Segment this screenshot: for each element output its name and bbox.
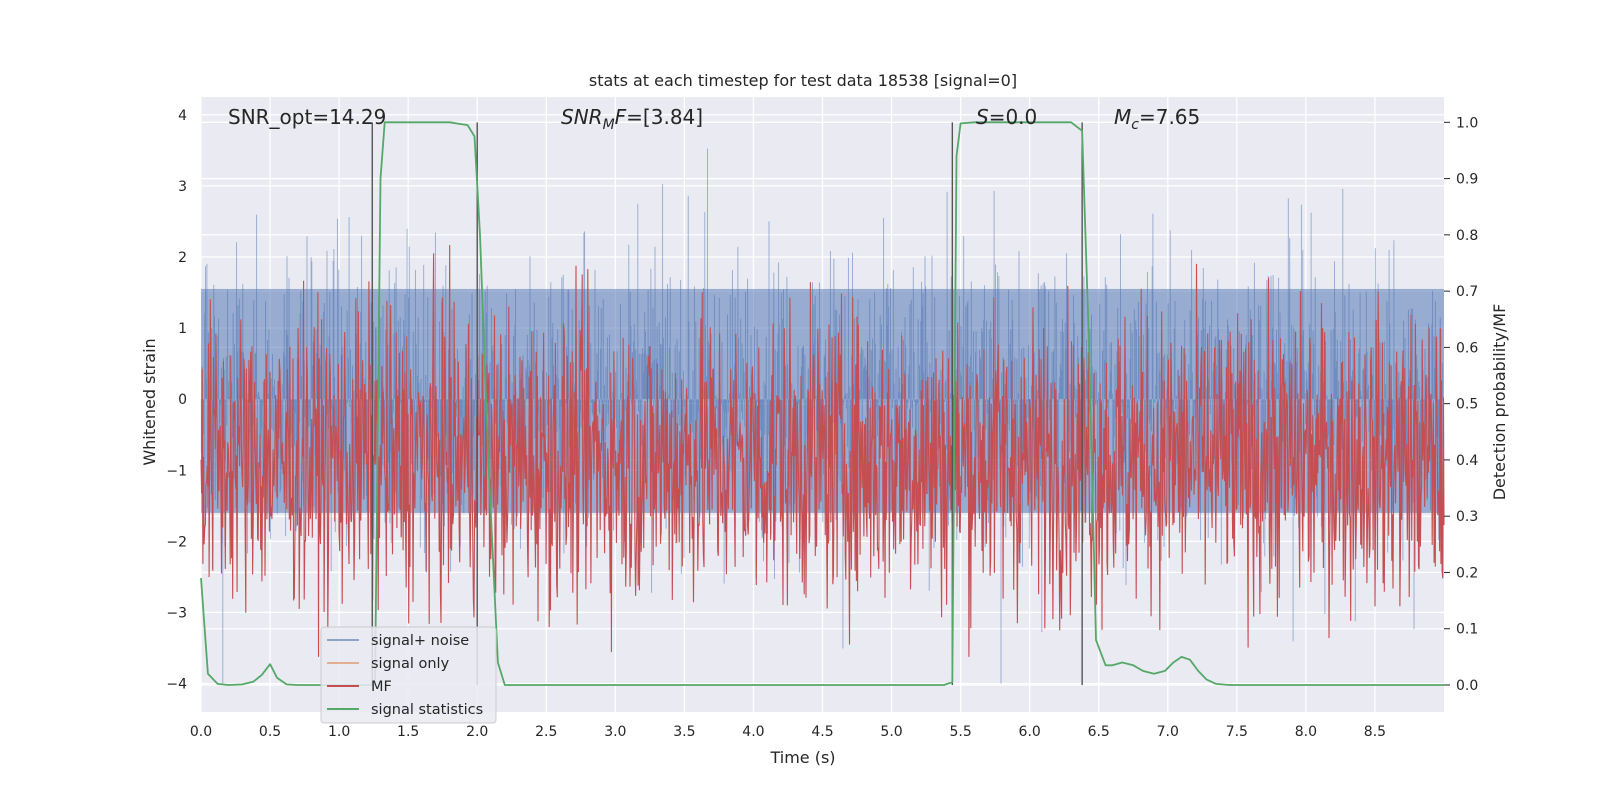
y-right-tick-label: 0.7 [1456,284,1478,300]
x-tick-label: 4.0 [742,724,764,740]
x-tick-label: 5.5 [949,724,971,740]
y-right-tick-label: 0.1 [1456,622,1478,638]
x-tick-label: 7.5 [1226,724,1248,740]
x-tick-label: 0.5 [259,724,281,740]
annotation-snr-mf: SNRMF=[3.84] [561,105,703,133]
legend-label-signal-statistics: signal statistics [371,702,483,718]
legend: signal+ noise signal only MF signal stat… [320,626,497,724]
x-tick-label: 3.5 [673,724,695,740]
x-tick-label: 6.5 [1088,724,1110,740]
x-tick-label: 6.0 [1019,724,1041,740]
legend-label-signal-only: signal only [371,656,450,672]
legend-label-signal-noise: signal+ noise [371,633,469,649]
x-tick-label: 3.0 [604,724,626,740]
x-tick-label: 2.5 [535,724,557,740]
y-right-tick-label: 0.9 [1456,172,1478,188]
y-right-tick-label: 1.0 [1456,115,1478,131]
x-tick-label: 4.5 [811,724,833,740]
x-tick-label: 1.5 [397,724,419,740]
x-tick-label: 5.0 [880,724,902,740]
x-tick-label: 0.0 [190,724,212,740]
chart-title: stats at each timestep for test data 185… [589,71,1017,90]
legend-label-mf: MF [371,679,392,695]
y-right-tick-label: 0.5 [1456,397,1478,413]
x-tick-label: 7.0 [1157,724,1179,740]
y-left-tick-label: 1 [178,321,187,337]
y-axis-label-left: Whitened strain [140,338,159,465]
y-right-tick-label: 0.2 [1456,565,1478,581]
y-left-tick-label: 2 [178,250,187,266]
y-left-tick-label: 4 [178,108,187,124]
x-tick-label: 8.0 [1295,724,1317,740]
y-left-tick-label: −1 [166,463,187,479]
y-right-tick-label: 0.8 [1456,228,1478,244]
y-right-tick-label: 0.6 [1456,340,1478,356]
x-axis-label: Time (s) [769,748,835,767]
y-left-tick-label: −2 [166,534,187,550]
x-tick-label: 2.0 [466,724,488,740]
y-left-tick-label: 3 [178,179,187,195]
mf-series [200,244,1445,657]
signal-statistics-series [200,121,1444,686]
y-left-tick-label: 0 [178,392,187,408]
y-left-tick-label: −4 [166,677,187,693]
y-left-tick-label: −3 [166,605,187,621]
x-tick-label: 1.0 [328,724,350,740]
y-right-tick-label: 0.4 [1456,453,1478,469]
annotation-mc: Mc=7.65 [1114,105,1200,133]
annotation-s: S=0.0 [976,105,1037,129]
annotation-snr-opt: SNR_opt=14.29 [228,105,386,129]
y-axis-label-right: Detection probability/MF [1490,304,1509,501]
y-right-tick-label: 0.3 [1456,509,1478,525]
x-tick-label: 8.5 [1364,724,1386,740]
y-right-tick-label: 0.0 [1456,678,1478,694]
